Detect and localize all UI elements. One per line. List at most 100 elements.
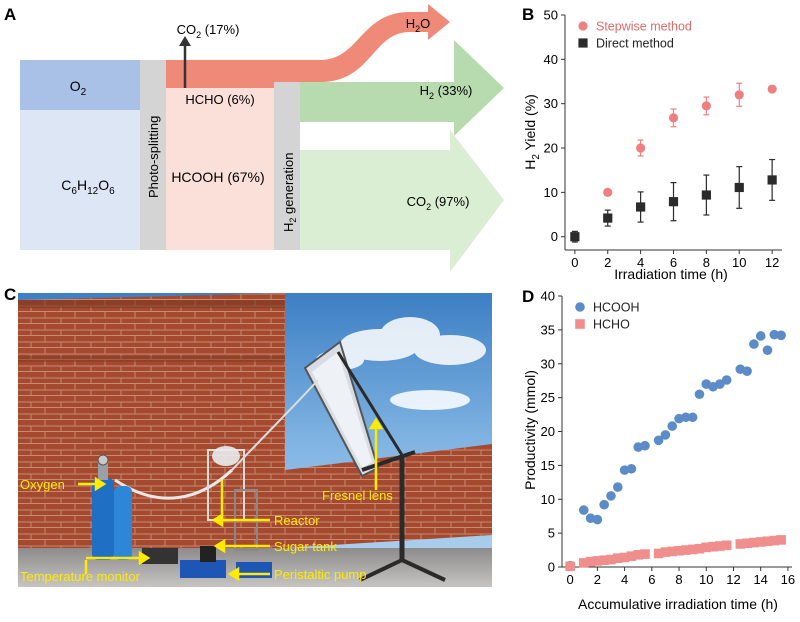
- x-tick-label: 12: [765, 255, 779, 270]
- o2-label: O2: [70, 78, 87, 98]
- data-point: [715, 541, 725, 551]
- y-tick-label: 25: [541, 390, 555, 405]
- legend-label: Stepwise method: [596, 20, 692, 34]
- y-tick-label: 30: [541, 356, 555, 371]
- data-point: [734, 90, 744, 100]
- chart-d-xlabel: Accumulative irradiation time (h): [578, 596, 778, 612]
- data-point: [636, 202, 646, 212]
- y-tick-label: 20: [544, 141, 558, 156]
- data-point: [578, 505, 589, 515]
- legend-label: Direct method: [596, 37, 674, 51]
- chart-b: 0 2 4 6 8 10 12 0 10 20 30 40 50 Stepwise method Direc…: [544, 8, 782, 270]
- glucose-label: C6H12O6: [61, 177, 115, 197]
- y-tick-label: 15: [541, 458, 555, 473]
- data-point: [708, 541, 718, 552]
- data-point: [667, 546, 678, 557]
- data-point: [603, 213, 613, 223]
- oxygen-label: Oxygen: [20, 477, 65, 492]
- panel-d: D Productivity (mmol) Accumulative irrad…: [522, 287, 795, 612]
- x-tick-label: 6: [648, 572, 655, 587]
- setup-photo: [18, 293, 492, 587]
- data-point: [660, 430, 671, 440]
- data-point: [599, 555, 609, 566]
- data-point: [687, 412, 698, 423]
- data-point: [626, 463, 637, 474]
- data-point: [749, 339, 759, 349]
- data-point: [767, 84, 777, 94]
- data-point: [578, 558, 589, 568]
- peristaltic-pump-label: Peristaltic pump: [274, 567, 366, 582]
- data-point: [721, 540, 732, 551]
- data-point: [640, 440, 650, 451]
- data-point: [606, 491, 616, 501]
- hcooh-block: [166, 108, 274, 250]
- x-tick-label: 2: [594, 572, 601, 587]
- data-point: [585, 556, 596, 567]
- data-point: [612, 482, 623, 492]
- data-point: [612, 553, 623, 563]
- data-point: [606, 554, 616, 565]
- sugar-tank-label: Sugar tank: [274, 539, 337, 554]
- x-tick-label: 10: [699, 572, 713, 587]
- co2-top-label: CO2 (17%): [177, 22, 240, 40]
- data-point: [592, 556, 603, 566]
- legend-label: HCHO: [593, 318, 630, 332]
- hcooh-label: HCOOH (67%): [171, 169, 264, 185]
- data-point: [674, 545, 684, 556]
- data-point: [694, 389, 705, 400]
- data-point: [592, 514, 603, 525]
- data-point: [762, 345, 773, 356]
- data-point: [776, 330, 786, 341]
- fresnel-lens-label: Fresnel lens: [322, 488, 393, 503]
- data-point: [599, 499, 609, 510]
- data-point: [633, 550, 644, 560]
- data-point: [653, 548, 664, 559]
- chart-b-xlabel: Irradiation time (h): [614, 266, 728, 282]
- data-point: [660, 547, 671, 557]
- data-point: [742, 366, 752, 377]
- data-point: [749, 537, 759, 548]
- x-tick-label: 2: [604, 255, 611, 270]
- y-tick-label: 5: [548, 526, 555, 541]
- h2-arrow: [300, 40, 504, 136]
- x-tick-label: 16: [781, 572, 795, 587]
- co2-up-arrowhead: [179, 36, 191, 46]
- panel-label-c: C: [4, 285, 16, 304]
- panel-label-b: B: [522, 5, 534, 24]
- data-point: [687, 544, 698, 555]
- x-tick-label: 14: [753, 572, 767, 587]
- data-point: [570, 232, 580, 242]
- y-tick-label: 10: [541, 492, 555, 507]
- data-point: [769, 535, 780, 546]
- panel-label-d: D: [522, 287, 534, 306]
- data-point: [701, 542, 712, 553]
- chart-b-ylabel: H2 Yield (%): [522, 94, 542, 170]
- co2-bottom-label: CO2 (97%): [407, 194, 470, 212]
- data-point: [636, 143, 646, 153]
- h2-label: H2 (33%): [420, 83, 473, 101]
- data-point: [681, 545, 691, 555]
- x-tick-label: 8: [703, 255, 710, 270]
- legend-label: HCOOH: [593, 301, 640, 315]
- y-tick-label: 40: [544, 52, 558, 67]
- legend-marker: [575, 319, 585, 329]
- data-point: [721, 375, 732, 385]
- chart-d-ylabel: Productivity (mmol): [522, 370, 538, 490]
- data-point: [565, 561, 575, 572]
- h2-generation-label: H2 generation: [281, 153, 298, 232]
- data-point: [668, 113, 679, 123]
- data-point: [603, 187, 613, 197]
- data-point: [619, 552, 630, 563]
- y-tick-label: 50: [544, 8, 558, 23]
- panel-c: C: [4, 285, 492, 587]
- data-point: [653, 435, 664, 446]
- data-point: [640, 549, 650, 559]
- data-point: [755, 537, 766, 547]
- h2-generation-bar: [274, 80, 300, 250]
- panel-label-a: A: [4, 5, 16, 24]
- h2o-arrow: [274, 4, 450, 82]
- co2-bottom-arrow: [300, 130, 504, 272]
- o2-block: [20, 60, 140, 110]
- reactor-label: Reactor: [274, 513, 320, 528]
